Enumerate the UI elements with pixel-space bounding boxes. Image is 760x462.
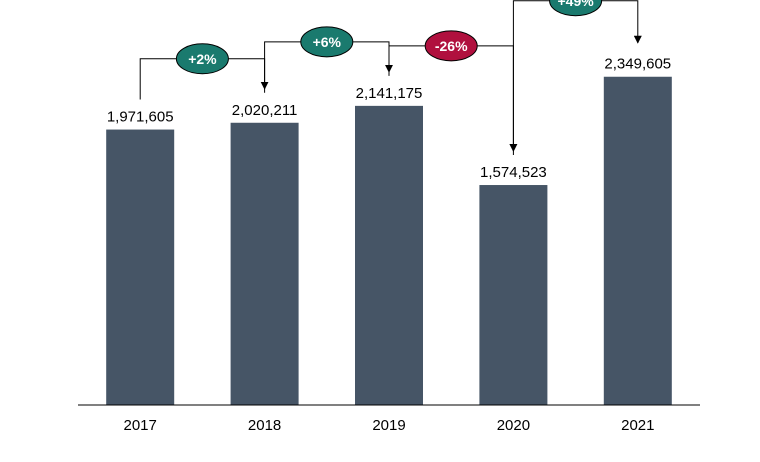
- change-pill-2017-2018: [175, 43, 229, 75]
- change-pill-label-2019-2020: -26%: [435, 38, 468, 54]
- bar-2021: [603, 76, 672, 405]
- change-pill-2018-2019: [300, 26, 354, 58]
- value-label-2020: 1,574,523: [480, 164, 547, 181]
- change-pill-label-2020-2021: +49%: [557, 0, 594, 9]
- change-pill-2019-2020: [424, 30, 478, 62]
- value-label-2021: 2,349,605: [604, 56, 671, 73]
- change-2018-2019: +6%: [264, 26, 393, 93]
- x-tick-labels-group: 2017 2018 2019 2020 2021: [124, 417, 655, 434]
- x-tick-2019: 2019: [372, 417, 405, 434]
- change-pill-label-2018-2019: +6%: [313, 34, 342, 50]
- bar-2017: [106, 129, 175, 406]
- bars-group: [106, 76, 672, 406]
- value-label-2018: 2,020,211: [232, 102, 298, 119]
- x-tick-2018: 2018: [248, 417, 281, 434]
- x-tick-2017: 2017: [124, 417, 157, 434]
- change-pill-2020-2021: [549, 0, 603, 17]
- x-tick-2020: 2020: [497, 417, 530, 434]
- value-label-2017: 1,971,605: [107, 109, 174, 126]
- change-2020-2021: +49%: [512, 0, 642, 156]
- value-label-2019: 2,141,175: [356, 85, 423, 102]
- change-pill-label-2017-2018: +2%: [188, 51, 217, 67]
- x-tick-2021: 2021: [621, 417, 654, 434]
- value-labels-group: 1,971,605 2,020,211 2,141,175 1,574,523 2,34…: [107, 56, 671, 181]
- bar-2020: [479, 185, 548, 405]
- change-connectors-group: +2% +6% -26% +49%: [139, 0, 642, 156]
- change-2017-2018: +2%: [139, 43, 269, 100]
- bar-2019: [355, 105, 423, 405]
- bar-2018: [230, 122, 299, 405]
